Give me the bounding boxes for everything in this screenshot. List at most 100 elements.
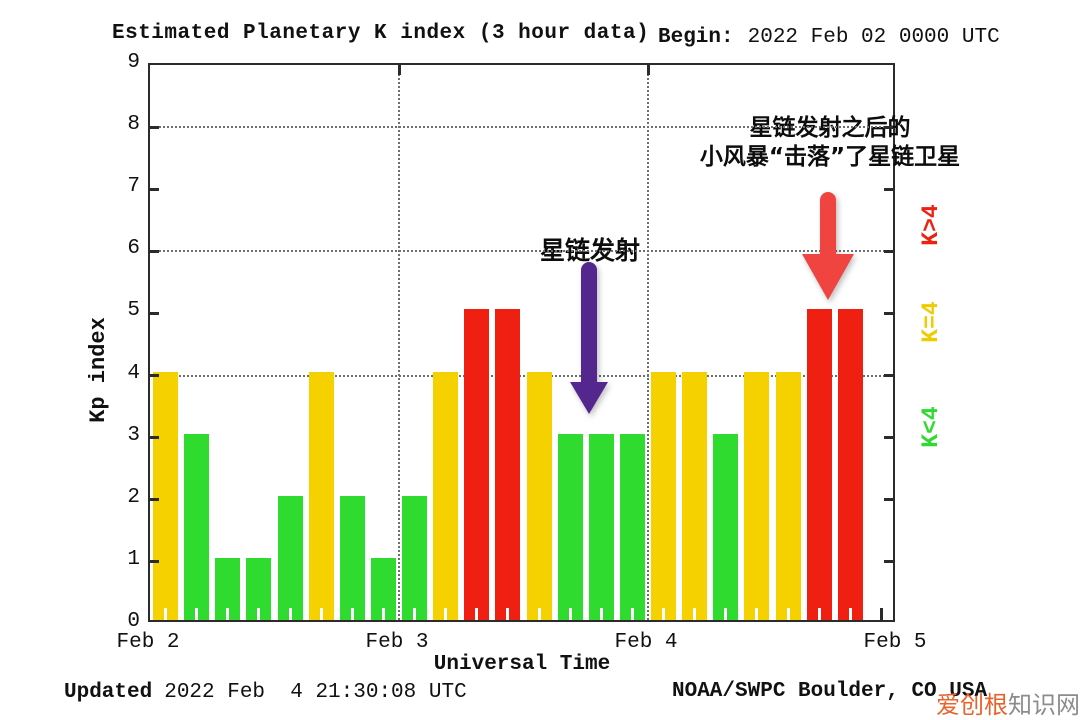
kp-bar	[526, 371, 552, 620]
slot-tick	[195, 608, 199, 620]
kp-bar	[402, 495, 428, 620]
y-tick-left	[150, 249, 159, 253]
legend-item: K<4	[918, 406, 944, 448]
kp-bar	[713, 433, 739, 620]
kp-bar	[308, 371, 334, 620]
slot-tick	[755, 608, 759, 620]
y-tick-right	[884, 560, 893, 564]
y-tick-right	[884, 311, 893, 315]
x-day-label: Feb 3	[365, 631, 429, 654]
slot-tick	[381, 608, 385, 620]
top-day-tick	[397, 65, 401, 75]
y-tick-right	[884, 187, 893, 191]
y-tick-right	[884, 498, 893, 502]
kp-bar	[277, 495, 303, 620]
site-watermark: 爱创根知识网	[936, 685, 1080, 720]
gridline-vertical	[398, 65, 400, 620]
y-tick-left	[150, 374, 159, 378]
y-tick-label: 3	[127, 423, 140, 447]
kp-bar	[806, 309, 832, 620]
slot-tick	[537, 608, 541, 620]
y-tick-label: 9	[127, 51, 140, 74]
y-tick-label: 5	[127, 299, 140, 323]
updated-value: 2022 Feb 4 21:30:08 UTC	[164, 681, 467, 704]
kp-bar	[837, 309, 863, 620]
y-tick-right	[884, 249, 893, 253]
begin-value: 2022 Feb 02 0000 UTC	[747, 26, 1000, 49]
slot-tick	[413, 608, 417, 620]
chart-title: Estimated Planetary K index (3 hour data…	[112, 22, 650, 45]
kp-bar	[775, 371, 801, 620]
kp-bar	[495, 309, 521, 620]
x-axis-title: Universal Time	[433, 653, 611, 676]
kp-bar	[588, 433, 614, 620]
updated-label: Updated	[64, 681, 153, 704]
kp-bar	[153, 371, 179, 620]
y-tick-right	[884, 436, 893, 440]
slot-tick	[630, 608, 634, 620]
gridline-horizontal	[150, 374, 893, 377]
slot-tick	[444, 608, 448, 620]
y-tick-left	[150, 498, 159, 502]
legend-item: K=4	[918, 301, 944, 343]
y-tick-right	[884, 374, 893, 378]
kp-bar	[619, 433, 645, 620]
slot-tick	[506, 608, 510, 620]
slot-tick	[662, 608, 666, 620]
slot-tick	[164, 608, 168, 620]
slot-tick	[288, 608, 292, 620]
y-tick-left	[150, 187, 159, 191]
x-day-label: Feb 5	[863, 631, 927, 654]
y-tick-right	[884, 125, 893, 129]
x-day-label: Feb 2	[116, 631, 180, 654]
plot-area	[148, 63, 895, 622]
storm-annotation: 星链发射之后的 小风暴“击落”了星链卫星	[650, 114, 1010, 172]
source-credit: NOAA/SWPC Boulder, CO USA	[672, 680, 988, 703]
y-tick-label: 7	[127, 175, 140, 199]
slot-tick	[475, 608, 479, 620]
slot-tick	[226, 608, 230, 620]
x-day-label: Feb 4	[614, 631, 678, 654]
watermark-part2: 知识网	[1008, 691, 1080, 719]
gridline-horizontal	[150, 126, 893, 129]
kp-bar	[184, 433, 210, 620]
slot-tick	[599, 608, 603, 620]
slot-tick	[786, 608, 790, 620]
begin-label: Begin:	[658, 26, 734, 49]
slot-tick	[319, 608, 323, 620]
slot-tick	[817, 608, 821, 620]
kp-bar	[339, 495, 365, 620]
kp-bar	[651, 371, 677, 620]
y-tick-label: 4	[127, 361, 140, 385]
kp-bar	[464, 309, 490, 620]
storm-annotation-line2: 小风暴“击落”了星链卫星	[699, 144, 961, 170]
slot-tick	[257, 608, 261, 620]
gridline-horizontal	[150, 250, 893, 253]
kp-bar	[433, 371, 459, 620]
slot-tick	[568, 608, 572, 620]
top-day-tick	[646, 65, 650, 75]
y-tick-left	[150, 311, 159, 315]
y-tick-left	[150, 436, 159, 440]
y-tick-label: 0	[127, 610, 140, 633]
begin-datetime: Begin: 2022 Feb 02 0000 UTC	[658, 26, 1000, 49]
kp-bar	[744, 371, 770, 620]
watermark-part1: 爱创根	[936, 691, 1008, 719]
slot-tick	[879, 608, 883, 620]
y-tick-left	[150, 560, 159, 564]
slot-tick	[350, 608, 354, 620]
storm-annotation-line1: 星链发射之后的	[749, 115, 911, 141]
updated-datetime: Updated 2022 Feb 4 21:30:08 UTC	[64, 681, 467, 704]
y-tick-left	[150, 125, 159, 129]
kp-bar	[557, 433, 583, 620]
y-tick-label: 1	[127, 547, 140, 571]
y-tick-label: 2	[127, 485, 140, 509]
y-tick-label: 8	[127, 113, 140, 137]
slot-tick	[848, 608, 852, 620]
y-tick-label: 6	[127, 237, 140, 261]
gridline-vertical	[647, 65, 649, 620]
slot-tick	[693, 608, 697, 620]
slot-tick	[724, 608, 728, 620]
kp-bar	[682, 371, 708, 620]
